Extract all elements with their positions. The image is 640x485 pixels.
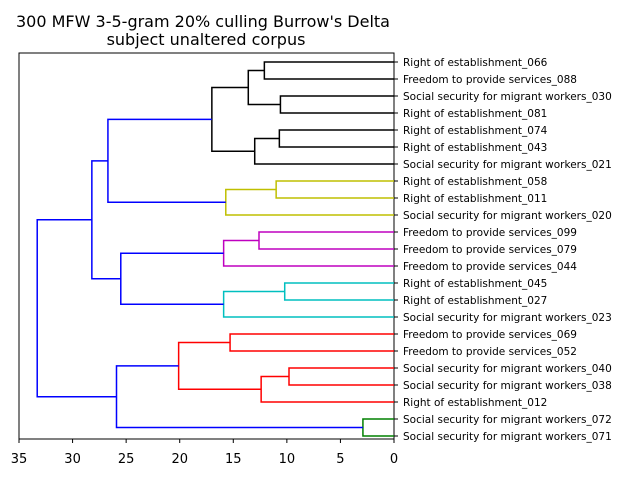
x-tick-label: 30 (64, 452, 81, 467)
x-tick-label: 0 (390, 452, 398, 467)
dendrogram-link (91, 160, 121, 280)
leaf-labels: Right of establishment_066 Freedom to pro… (394, 57, 612, 443)
leaf-label: Social security for migrant workers_040 (403, 363, 612, 375)
x-axis: 35 30 25 20 15 10 5 0 (11, 439, 398, 467)
leaf-label: Social security for migrant workers_023 (403, 312, 612, 324)
dendrogram-link (260, 375, 394, 403)
dendrogram-link (177, 341, 262, 390)
leaf-label: Social security for migrant workers_072 (403, 414, 612, 426)
leaf-label: Right of establishment_058 (403, 176, 547, 188)
leaf-label: Right of establishment_066 (403, 57, 548, 69)
dendrogram-link (247, 69, 281, 106)
leaf-label: Freedom to provide services_088 (403, 74, 577, 86)
leaf-label: Social security for migrant workers_038 (403, 380, 612, 392)
dendrogram-link (107, 118, 226, 203)
dendrogram-link (115, 365, 363, 429)
x-tick-label: 20 (171, 452, 188, 467)
leaf-label: Social security for migrant workers_030 (403, 91, 612, 103)
chart-title: 300 MFW 3-5-gram 20% culling Burrow's De… (16, 12, 390, 31)
leaf-label: Social security for migrant workers_020 (403, 210, 612, 222)
x-tick-label: 25 (118, 452, 135, 467)
dendrogram-link (120, 252, 224, 305)
x-tick-label: 5 (336, 452, 344, 467)
leaf-label: Right of establishment_011 (403, 193, 547, 205)
leaf-label: Freedom to provide services_079 (403, 244, 577, 256)
leaf-label: Right of establishment_045 (403, 278, 547, 290)
dendrogram-link (253, 137, 394, 165)
chart-subtitle: subject unaltered corpus (107, 30, 306, 49)
x-tick-label: 35 (11, 452, 28, 467)
dendrogram-link (263, 61, 394, 80)
dendrogram-link (222, 290, 394, 318)
dendrogram-link (225, 188, 394, 216)
dendrogram-link (283, 282, 394, 301)
dendrogram-link (278, 129, 394, 148)
leaf-label: Social security for migrant workers_071 (403, 431, 612, 443)
dendrogram-link (288, 367, 394, 386)
leaf-label: Right of establishment_081 (403, 108, 547, 120)
leaf-label: Right of establishment_043 (403, 142, 547, 154)
leaf-label: Right of establishment_012 (403, 397, 547, 409)
plot-frame (18, 52, 395, 440)
dendrogram-link (229, 333, 394, 352)
x-tick-label: 15 (225, 452, 242, 467)
leaf-label: Freedom to provide services_052 (403, 346, 577, 358)
leaf-label: Right of establishment_027 (403, 295, 547, 307)
dendrogram-link (36, 219, 117, 398)
dendrogram-link (279, 95, 394, 114)
leaf-label: Social security for migrant workers_021 (403, 159, 612, 171)
dendrogram-links (36, 61, 394, 437)
dendrogram-link (362, 418, 394, 437)
leaf-label: Right of establishment_074 (403, 125, 548, 137)
dendrogram-link (275, 180, 394, 199)
leaf-label: Freedom to provide services_069 (403, 329, 577, 341)
dendrogram-link (258, 231, 394, 250)
x-tick-label: 10 (279, 452, 296, 467)
dendrogram-link (222, 239, 394, 267)
leaf-label: Freedom to provide services_044 (403, 261, 577, 273)
leaf-label: Freedom to provide services_099 (403, 227, 577, 239)
